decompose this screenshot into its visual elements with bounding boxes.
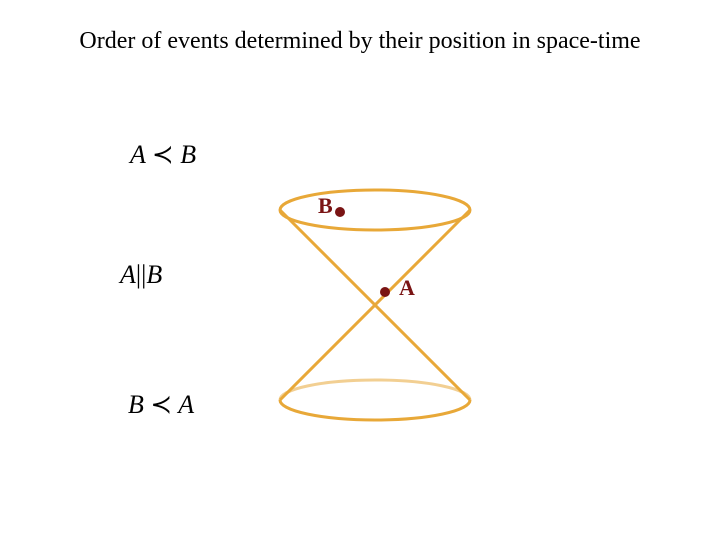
light-cone-diagram: B A — [250, 170, 500, 430]
rel3-op: ≺ — [150, 390, 172, 419]
relation-b-precedes-a: B ≺ A — [128, 390, 194, 420]
point-label-a: A — [399, 275, 415, 301]
rel1-left: A — [130, 140, 145, 169]
page-title: Order of events determined by their posi… — [0, 28, 720, 55]
rel3-left: B — [128, 390, 144, 419]
rel3-right: A — [178, 390, 194, 419]
rel1-op: ≺ — [152, 140, 174, 169]
rel2-op: || — [136, 260, 146, 289]
point-label-b: B — [318, 193, 333, 219]
rel2-right: B — [146, 260, 162, 289]
rel2-left: A — [120, 260, 136, 289]
relation-a-parallel-b: A||B — [120, 260, 162, 290]
relation-a-precedes-b: A ≺ B — [130, 140, 196, 170]
rel1-right: B — [180, 140, 196, 169]
light-cone-svg — [250, 170, 500, 430]
